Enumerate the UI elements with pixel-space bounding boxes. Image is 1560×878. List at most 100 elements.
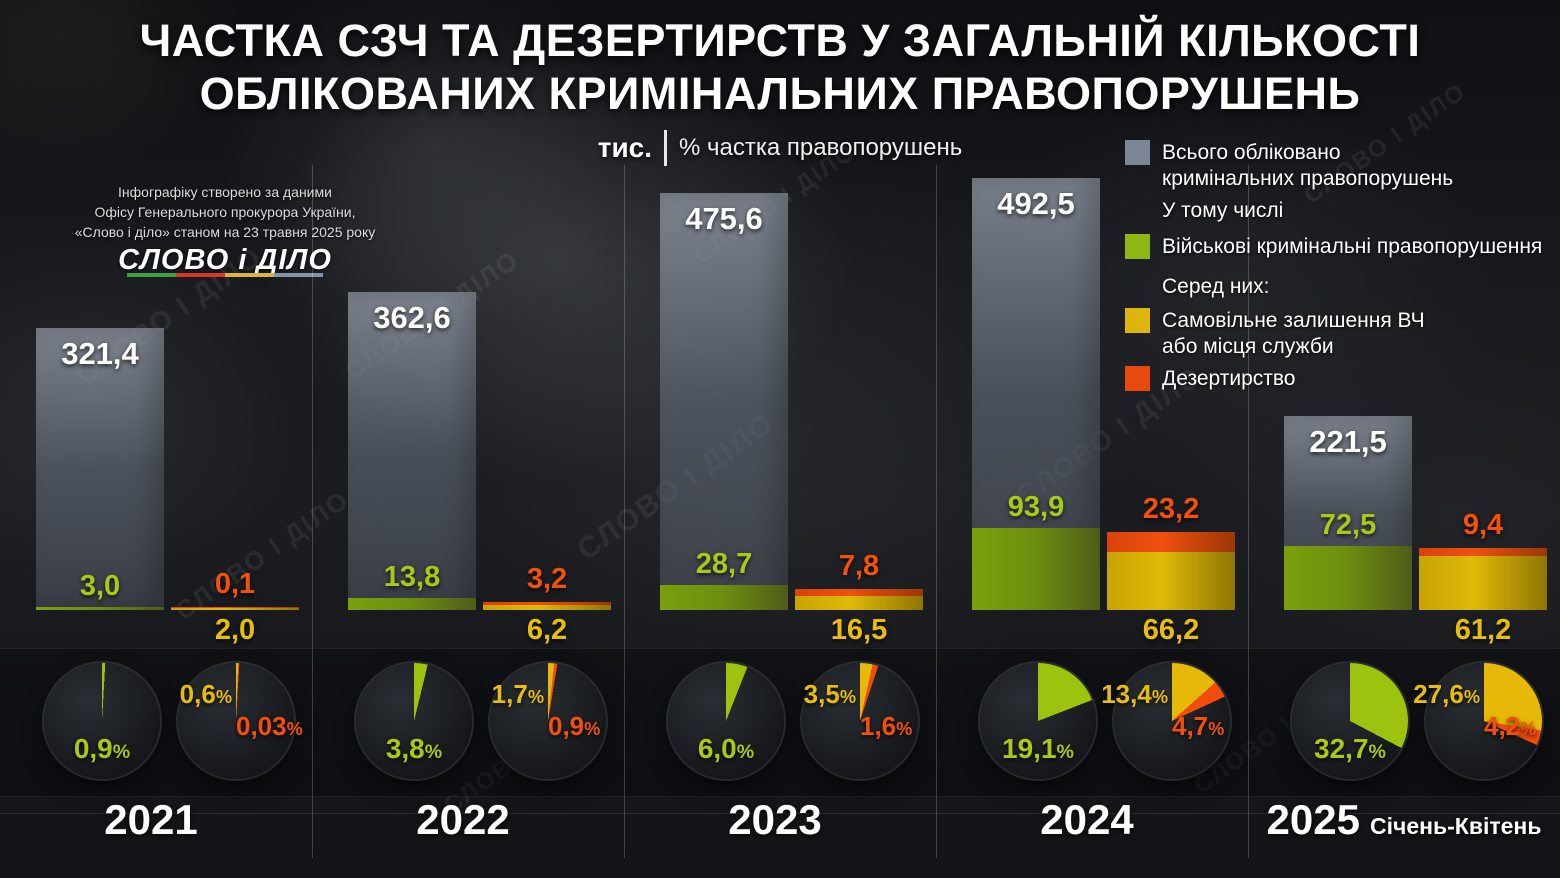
military-share-value: 3,8% bbox=[385, 733, 443, 764]
legend-item-desertion: Дезертирство bbox=[1125, 366, 1295, 392]
military-bar bbox=[36, 607, 164, 610]
year-section-2023: 475,6 28,7 7,8 16,5 6,0% 3,5% 1,6% 2023 bbox=[624, 0, 936, 878]
awol-desertion-share-pie: 1,7% 0,9% bbox=[490, 663, 606, 779]
pie-wedge-military bbox=[44, 663, 160, 779]
awol-desertion-share-pie: 3,5% 1,6% bbox=[802, 663, 918, 779]
legend-awol-line2: або місця служби bbox=[1162, 335, 1334, 358]
logo-underline-green bbox=[127, 273, 176, 277]
awol-bar bbox=[1419, 548, 1547, 610]
total-value: 362,6 bbox=[373, 300, 451, 335]
unit-label: тис. bbox=[597, 132, 653, 163]
desertion-value: 7,8 bbox=[838, 549, 880, 582]
awol-desertion-share-pie: 0,6% 0,03% bbox=[178, 663, 303, 779]
total-bar: 221,5 72,5 bbox=[1284, 415, 1412, 610]
year-label: 2023 bbox=[728, 796, 822, 843]
section-divider bbox=[624, 165, 625, 858]
legend-among-label: Серед них: bbox=[1162, 275, 1270, 298]
total-bar: 321,4 3,0 bbox=[36, 328, 164, 610]
military-value: 93,9 bbox=[1007, 490, 1065, 523]
page-title: ЧАСТКА СЗЧ ТА ДЕЗЕРТИРСТВ У ЗАГАЛЬНІЙ КІ… bbox=[0, 14, 1560, 120]
military-share-value: 0,9% bbox=[73, 733, 131, 764]
total-value: 221,5 bbox=[1309, 423, 1387, 459]
pie-wedge-military bbox=[980, 663, 1096, 779]
awol-bar bbox=[171, 607, 299, 610]
awol-bar bbox=[483, 601, 611, 610]
legend-total-line1: Всього обліковано bbox=[1162, 141, 1341, 164]
desertion-share-value: 4,2% bbox=[1484, 711, 1537, 741]
awol-value: 6,2 bbox=[526, 614, 568, 646]
desertion-value: 3,2 bbox=[526, 562, 568, 595]
desertion-value: 0,1 bbox=[214, 568, 256, 601]
logo-underline bbox=[127, 273, 323, 277]
pie-wedge-military bbox=[1292, 663, 1408, 779]
military-bar bbox=[660, 584, 788, 610]
section-divider bbox=[312, 165, 313, 858]
legend-desertion-label: Дезертирство bbox=[1162, 367, 1296, 390]
military-value: 72,5 bbox=[1319, 509, 1377, 542]
awol-value: 2,0 bbox=[214, 614, 256, 646]
year-section-2024: 492,5 93,9 23,2 66,2 19,1% 13,4% 4,7% 20… bbox=[936, 0, 1248, 878]
legend-awol-line1: Самовільне залишення ВЧ bbox=[1162, 309, 1425, 332]
year-label: 2025 Січень-Квітень bbox=[1266, 796, 1542, 843]
desertion-segment bbox=[1419, 548, 1547, 557]
legend-total-label: Всього обліковано кримінальних правопору… bbox=[1162, 140, 1453, 192]
awol-share-value: 3,5% bbox=[803, 679, 856, 709]
logo-underline-red bbox=[176, 273, 225, 277]
total-swatch-icon bbox=[1125, 140, 1150, 165]
desertion-share-value: 1,6% bbox=[860, 711, 913, 741]
military-value: 3,0 bbox=[79, 570, 121, 603]
desertion-share-value: 4,7% bbox=[1172, 711, 1225, 741]
page-title-line1: ЧАСТКА СЗЧ ТА ДЕЗЕРТИРСТВ У ЗАГАЛЬНІЙ КІ… bbox=[139, 15, 1421, 66]
awol-value: 61,2 bbox=[1454, 614, 1512, 646]
legend-awol-label: Самовільне залишення ВЧ або місця служби bbox=[1162, 308, 1425, 360]
awol-bar bbox=[795, 588, 923, 610]
legend-item-total: Всього обліковано кримінальних правопору… bbox=[1125, 140, 1453, 192]
section-divider bbox=[936, 165, 937, 858]
military-value: 28,7 bbox=[695, 547, 753, 580]
axis-note: тис. % частка правопорушень bbox=[0, 130, 1560, 166]
military-share-value: 19,1% bbox=[1002, 733, 1074, 764]
military-share-pie: 19,1% bbox=[980, 663, 1096, 779]
military-swatch-icon bbox=[1125, 234, 1150, 259]
legend-total-line2: кримінальних правопорушень bbox=[1162, 167, 1454, 190]
pie-wedge-awol-desertion bbox=[178, 663, 294, 779]
year-label: 2022 bbox=[416, 796, 510, 843]
desertion-swatch-icon bbox=[1125, 366, 1150, 391]
desertion-segment bbox=[483, 601, 611, 605]
desertion-value: 9,4 bbox=[1462, 509, 1504, 542]
awol-desertion-share-pie: 27,6% 4,2% bbox=[1413, 663, 1542, 779]
source-block: Інфографіку створено за даними Офісу Ген… bbox=[55, 182, 395, 277]
awol-swatch-icon bbox=[1125, 308, 1150, 333]
legend-item-military: Військові кримінальні правопорушення bbox=[1125, 234, 1542, 260]
percent-axis-label: % частка правопорушень bbox=[679, 134, 963, 161]
awol-share-value: 0,6% bbox=[179, 679, 232, 709]
awol-value: 16,5 bbox=[830, 614, 888, 646]
pie-wedge-awol-desertion bbox=[1426, 663, 1542, 779]
logo-underline-blue bbox=[274, 273, 323, 277]
pie-wedge-awol-desertion bbox=[802, 663, 918, 779]
source-line2: Офісу Генерального прокурора України, bbox=[94, 204, 356, 220]
military-share-value: 6,0% bbox=[697, 733, 755, 764]
desertion-segment bbox=[1107, 531, 1235, 552]
total-value: 475,6 bbox=[685, 200, 763, 236]
total-bar: 475,6 28,7 bbox=[660, 192, 788, 610]
source-line3: «Слово і діло» станом на 23 травня 2025 … bbox=[74, 224, 376, 240]
desertion-share-value: 0,9% bbox=[548, 711, 601, 741]
total-bar: 492,5 93,9 bbox=[972, 178, 1100, 610]
desertion-share-value: 0,03% bbox=[236, 711, 303, 741]
logo-underline-yellow bbox=[225, 273, 274, 277]
year-section-2025: 221,5 72,5 9,4 61,2 32,7% 27,6% 4,2% 202… bbox=[1248, 0, 1560, 878]
total-value: 492,5 bbox=[997, 186, 1075, 222]
legend-item-awol: Самовільне залишення ВЧ або місця служби bbox=[1125, 308, 1425, 360]
slovoidilo-logo: СЛОВО і ДІЛО bbox=[118, 244, 332, 276]
page-title-line2: ОБЛІКОВАНИХ КРИМІНАЛЬНИХ ПРАВОПОРУШЕНЬ bbox=[199, 68, 1361, 119]
year-section-2022: 362,6 13,8 3,2 6,2 3,8% 1,7% 0,9% 2022 bbox=[312, 0, 624, 878]
year-section-2021: 321,4 3,0 0,1 2,0 0,9% 0,6% 0,03% 2021 bbox=[0, 0, 312, 878]
military-share-pie: 0,9% bbox=[44, 663, 160, 779]
desertion-value: 23,2 bbox=[1142, 492, 1200, 525]
divider-bar bbox=[664, 130, 668, 166]
pie-wedge-awol-desertion bbox=[1114, 663, 1230, 779]
pie-wedge-military bbox=[668, 663, 784, 779]
total-bar: 362,6 13,8 bbox=[348, 292, 476, 610]
military-value: 13,8 bbox=[383, 560, 441, 593]
